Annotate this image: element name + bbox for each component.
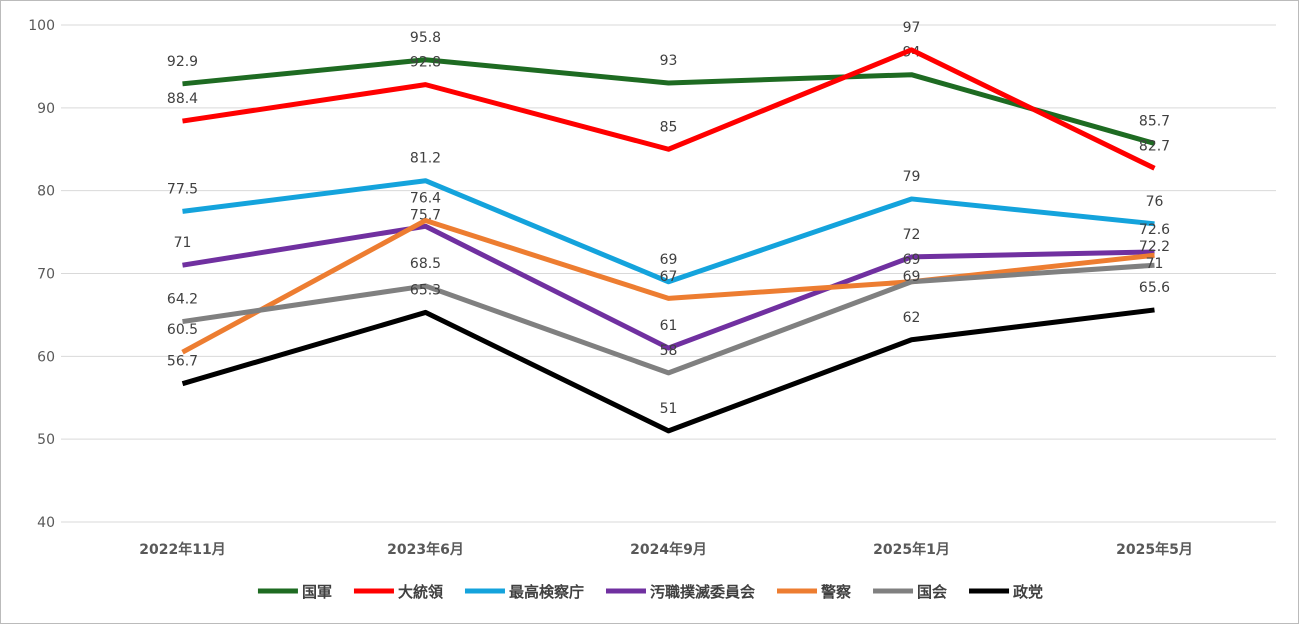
- series-国軍: 92.9 95.8 93 94 85.7: [167, 30, 1170, 146]
- data-label: 62: [903, 310, 921, 326]
- legend-item: 汚職撲滅委員会: [605, 583, 755, 601]
- data-label: 60.5: [167, 322, 198, 338]
- data-label: 72.6: [1139, 222, 1170, 238]
- data-label: 93: [660, 53, 678, 69]
- data-label: 72: [903, 227, 921, 243]
- data-label: 92.8: [410, 55, 441, 71]
- x-tick-label: 2022年11月: [139, 541, 225, 558]
- data-label: 65.3: [410, 282, 441, 298]
- legend-label: 政党: [1013, 583, 1043, 601]
- data-label: 67: [660, 269, 678, 285]
- legend-item: 政党: [969, 583, 1043, 601]
- legend-label: 大統領: [398, 583, 444, 601]
- data-label: 88.4: [167, 91, 198, 107]
- data-label: 94: [903, 45, 921, 61]
- series-line: [182, 262, 1155, 376]
- data-label: 61: [660, 318, 678, 334]
- data-label: 58: [660, 343, 678, 359]
- data-label: 69: [903, 269, 921, 285]
- data-label: 97: [903, 20, 921, 36]
- series-最高検察庁: 77.5 81.2 69 79 76: [167, 151, 1164, 285]
- data-label: 82.7: [1139, 138, 1170, 154]
- data-label: 85: [660, 119, 678, 135]
- series-line: [182, 178, 1155, 285]
- data-label: 92.9: [167, 54, 198, 70]
- legend-label: 汚職撲滅委員会: [650, 583, 755, 601]
- series-大統領: 88.4 92.8 85 97 82.7: [167, 20, 1170, 171]
- data-label: 76.4: [410, 190, 441, 206]
- data-label: 95.8: [410, 30, 441, 46]
- legend-item: 国軍: [257, 583, 332, 601]
- data-label: 79: [903, 169, 921, 185]
- y-tick-label: 90: [37, 101, 55, 117]
- data-label: 76: [1146, 194, 1164, 210]
- series-政党: 56.7 65.3 51 62 65.6: [167, 280, 1170, 434]
- legend-label: 最高検察庁: [509, 583, 584, 601]
- legend-label: 警察: [820, 583, 852, 601]
- y-tick-label: 70: [37, 267, 55, 283]
- series-line: [181, 307, 1155, 434]
- y-tick-label: 60: [37, 349, 55, 365]
- data-label: 69: [660, 252, 678, 268]
- data-label: 68.5: [410, 256, 441, 272]
- legend-item: 警察: [777, 583, 852, 601]
- legend-item: 大統領: [353, 583, 444, 601]
- x-tick-label: 2024年9月: [630, 541, 707, 558]
- data-label: 77.5: [167, 181, 198, 197]
- y-tick-label: 40: [37, 515, 55, 531]
- x-tick-label: 2023年6月: [387, 541, 464, 558]
- y-tick-label: 100: [28, 18, 55, 34]
- y-tick-label: 50: [37, 432, 55, 448]
- series-line: [181, 217, 1155, 355]
- data-label: 71: [1146, 256, 1164, 272]
- data-label: 72.2: [1139, 239, 1170, 255]
- data-label: 85.7: [1139, 113, 1170, 129]
- series-汚職撲滅委員会: 71 75.7 61 72 72.6: [174, 207, 1170, 351]
- data-label: 75.7: [410, 207, 441, 223]
- legend-item: 国会: [873, 583, 947, 601]
- data-label: 65.6: [1139, 280, 1170, 296]
- x-tick-label: 2025年5月: [1116, 541, 1193, 558]
- legend-item: 最高検察庁: [464, 583, 584, 601]
- data-label: 56.7: [167, 354, 198, 370]
- x-tick-label: 2025年1月: [873, 541, 950, 558]
- data-label: 64.2: [167, 292, 198, 308]
- series-line: [182, 47, 1156, 171]
- legend-label: 国会: [917, 583, 947, 601]
- data-label: 81.2: [410, 151, 441, 167]
- legend: 国軍 大統領 最高検察庁 汚職撲滅委員会 警察 国会 政党: [257, 583, 1043, 601]
- data-label: 51: [660, 401, 678, 417]
- series-line: [182, 57, 1156, 146]
- series-国会: 64.2 68.5 58 69 71: [167, 256, 1164, 376]
- legend-label: 国軍: [302, 583, 332, 601]
- series-line: [182, 223, 1155, 351]
- data-label: 71: [174, 235, 192, 251]
- data-label: 69: [903, 252, 921, 268]
- y-tick-label: 80: [37, 184, 55, 200]
